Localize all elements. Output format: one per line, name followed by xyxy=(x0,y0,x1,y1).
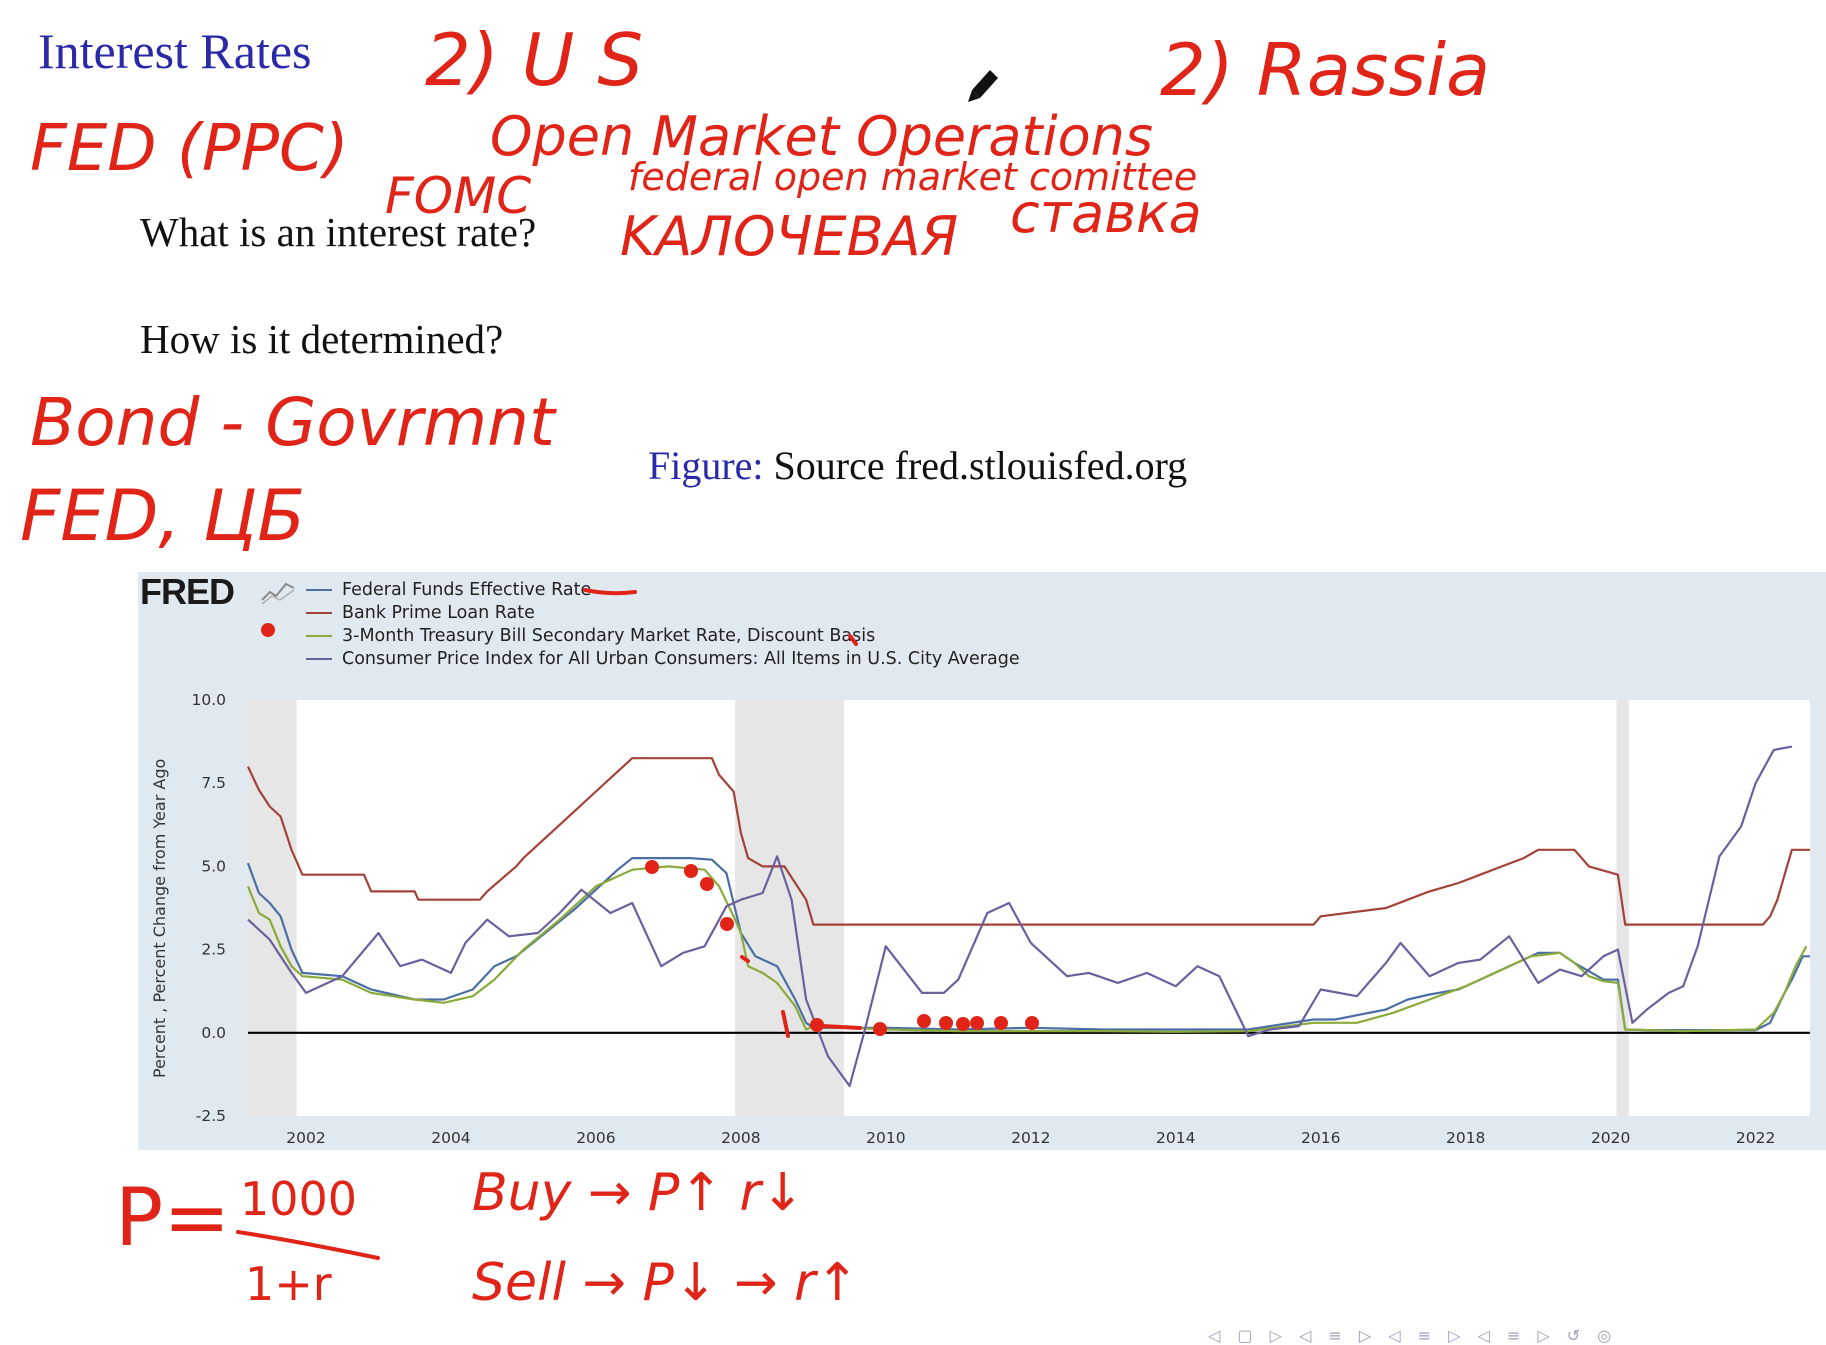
question-how-determined: How is it determined? xyxy=(140,316,504,362)
chart-icon xyxy=(261,582,295,605)
legend-label: 3-Month Treasury Bill Secondary Market R… xyxy=(342,626,876,646)
recession-band xyxy=(735,700,844,1116)
x-tick-label: 2008 xyxy=(721,1129,760,1147)
x-tick-label: 2022 xyxy=(1736,1129,1775,1147)
x-tick-label: 2004 xyxy=(431,1129,470,1147)
x-tick-label: 2012 xyxy=(1011,1129,1050,1147)
figure-caption: Figure: Source fred.stlouisfed.org xyxy=(648,442,1187,489)
x-tick-label: 2014 xyxy=(1156,1129,1195,1147)
y-tick-label: -2.5 xyxy=(196,1107,226,1125)
legend-item-fed-funds: Federal Funds Effective Rate xyxy=(306,580,591,600)
plot-area xyxy=(248,700,1810,1116)
legend-swatch xyxy=(306,612,332,614)
x-tick-label: 2010 xyxy=(866,1129,905,1147)
y-tick-label: 0.0 xyxy=(201,1024,226,1042)
figure-caption-label: Figure: xyxy=(648,443,764,488)
x-tick-label: 2018 xyxy=(1446,1129,1485,1147)
x-tick-label: 2002 xyxy=(286,1129,325,1147)
x-tick-label: 2016 xyxy=(1301,1129,1340,1147)
y-tick-label: 7.5 xyxy=(201,774,226,792)
legend-swatch xyxy=(306,658,332,660)
recession-band xyxy=(248,700,297,1116)
series-line-1 xyxy=(247,757,1810,926)
legend-item-tbill: 3-Month Treasury Bill Secondary Market R… xyxy=(306,626,875,646)
legend-swatch xyxy=(306,635,332,637)
slide-title: Interest Rates xyxy=(38,23,312,79)
series-line-3 xyxy=(247,745,1793,1088)
y-tick-label: 2.5 xyxy=(201,941,226,959)
fred-logo: FRED xyxy=(140,571,235,612)
beamer-nav-controls[interactable]: ◁ ▢ ▷ ◁ ≡ ▷ ◁ ≡ ▷ ◁ ≡ ▷ ↺ ◎ xyxy=(1208,1326,1618,1345)
legend-swatch xyxy=(306,589,332,591)
y-tick-label: 5.0 xyxy=(201,857,226,875)
x-tick-label: 2006 xyxy=(576,1129,615,1147)
x-tick-label: 2020 xyxy=(1591,1129,1630,1147)
legend-item-prime-rate: Bank Prime Loan Rate xyxy=(306,603,535,623)
figure-caption-source: Source fred.stlouisfed.org xyxy=(763,443,1188,488)
legend-label: Consumer Price Index for All Urban Consu… xyxy=(342,649,1020,669)
legend-item-cpi: Consumer Price Index for All Urban Consu… xyxy=(306,649,1020,669)
legend-label: Bank Prime Loan Rate xyxy=(342,603,535,623)
y-tick-label: 10.0 xyxy=(191,691,226,709)
question-interest-rate: What is an interest rate? xyxy=(140,209,537,255)
legend-label: Federal Funds Effective Rate xyxy=(342,580,592,600)
